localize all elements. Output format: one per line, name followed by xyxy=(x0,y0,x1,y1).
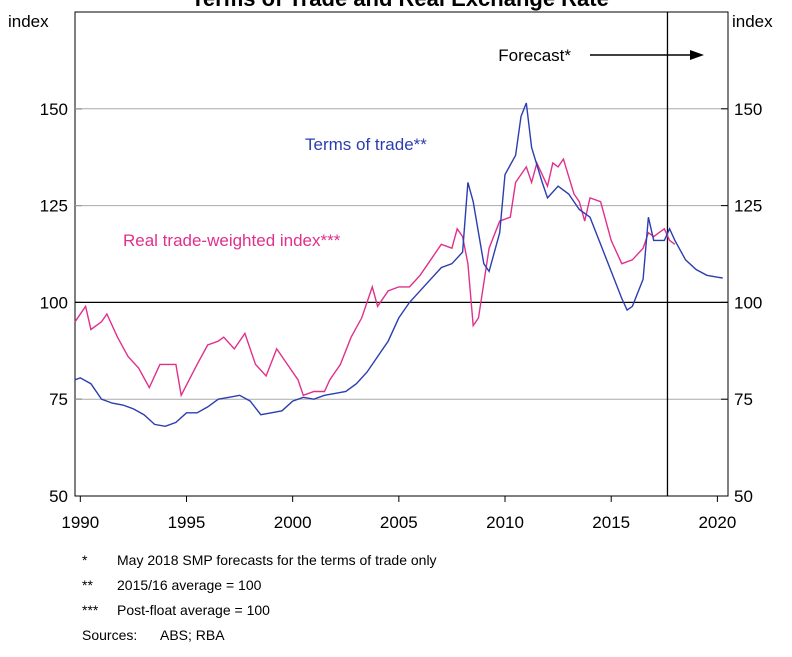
footnote-text: 2015/16 average = 100 xyxy=(117,577,262,593)
y-tick-label: 50 xyxy=(49,487,68,506)
y-tick-label: 150 xyxy=(40,100,68,119)
x-tick-label: 1990 xyxy=(61,513,99,532)
sources-label: Sources: xyxy=(82,627,137,643)
x-tick-label: 1995 xyxy=(168,513,206,532)
chart-title: Terms of Trade and Real Exchange Rate xyxy=(191,0,609,11)
y2-tick-label: 150 xyxy=(734,100,762,119)
y-tick-label: 75 xyxy=(49,390,68,409)
x-tick-label: 2005 xyxy=(380,513,418,532)
y2-tick-label: 100 xyxy=(734,293,762,312)
series-line xyxy=(74,102,723,428)
forecast-label: Forecast* xyxy=(498,46,571,65)
y2-axis-label: index xyxy=(732,12,773,31)
y-axis-label: index xyxy=(8,12,49,31)
x-tick-label: 2015 xyxy=(592,513,630,532)
y2-tick-label: 125 xyxy=(734,197,762,216)
y-tick-label: 100 xyxy=(40,293,68,312)
footnote-marker: *** xyxy=(82,602,99,618)
x-tick-label: 2020 xyxy=(698,513,736,532)
x-tick-label: 2000 xyxy=(274,513,312,532)
y2-tick-label: 75 xyxy=(734,390,753,409)
arrow-head xyxy=(690,50,704,60)
series-line xyxy=(74,157,676,398)
plot-frame xyxy=(74,11,729,497)
footnote-text: May 2018 SMP forecasts for the terms of … xyxy=(117,552,437,568)
x-tick-label: 2010 xyxy=(486,513,524,532)
y-tick-label: 125 xyxy=(40,197,68,216)
footnote-text: Post-float average = 100 xyxy=(117,602,270,618)
sources-text: ABS; RBA xyxy=(160,627,225,643)
y2-tick-label: 50 xyxy=(734,487,753,506)
footnote-marker: * xyxy=(82,552,88,568)
footnote-marker: ** xyxy=(82,577,93,593)
tot-label: Terms of trade** xyxy=(305,135,427,154)
rtwi-label: Real trade-weighted index*** xyxy=(123,231,341,250)
